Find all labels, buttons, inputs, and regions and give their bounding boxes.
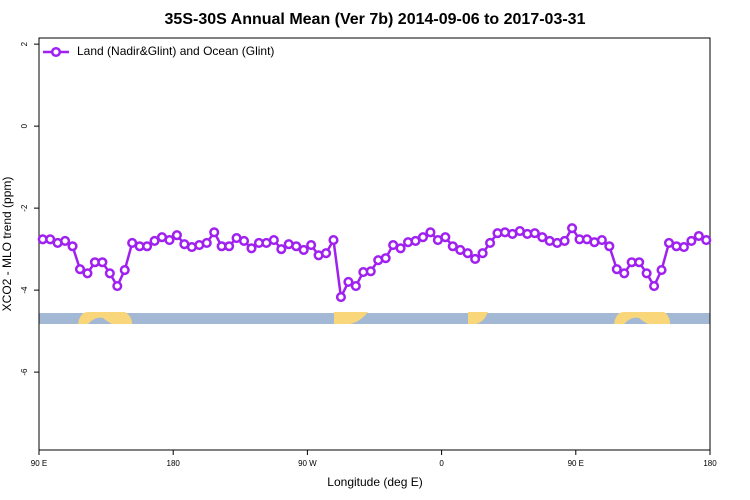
data-point xyxy=(209,227,220,238)
data-point xyxy=(246,243,257,254)
plot-frame xyxy=(38,37,711,451)
x-tick-label: 0 xyxy=(439,459,444,468)
data-point xyxy=(350,280,361,292)
data-point xyxy=(410,235,421,246)
data-point xyxy=(224,241,235,252)
data-point xyxy=(559,235,570,246)
data-point xyxy=(470,253,481,265)
data-point xyxy=(425,227,436,238)
data-point xyxy=(306,239,317,251)
x-tick-label: 180 xyxy=(167,459,181,468)
x-tick-label: 180 xyxy=(703,459,717,468)
data-point xyxy=(238,235,250,246)
y-tick-label: -6 xyxy=(20,368,29,376)
data-point xyxy=(529,228,540,239)
data-point xyxy=(119,264,130,276)
y-tick-label: 2 xyxy=(20,41,29,46)
y-tick-label: -4 xyxy=(20,286,29,294)
data-point xyxy=(201,237,212,249)
data-point xyxy=(67,241,78,252)
data-point xyxy=(104,268,115,279)
data-point xyxy=(596,235,607,246)
data-point xyxy=(656,264,667,276)
data-point xyxy=(380,253,391,264)
data-point xyxy=(619,268,630,279)
data-point xyxy=(171,230,182,241)
data-point xyxy=(60,235,71,246)
y-tick-label: -2 xyxy=(20,204,29,212)
data-point xyxy=(417,232,429,243)
data-point xyxy=(142,241,153,252)
land-ocean-strip xyxy=(39,312,710,324)
x-tick-label: 90 W xyxy=(298,459,317,468)
data-point xyxy=(537,232,548,243)
data-point xyxy=(611,264,622,275)
x-tick-label: 90 E xyxy=(31,459,47,468)
data-point xyxy=(604,241,615,252)
data-point xyxy=(634,257,645,268)
data-point xyxy=(149,235,160,246)
legend-label: Land (Nadir&Glint) and Ocean (Glint) xyxy=(77,44,274,58)
x-axis-title: Longitude (deg E) xyxy=(327,475,422,489)
data-point xyxy=(485,237,496,249)
y-axis-title: XCO2 - MLO trend (ppm) xyxy=(0,177,14,312)
data-point xyxy=(462,248,473,259)
data-point xyxy=(298,244,309,255)
data-point xyxy=(276,244,287,255)
data-point xyxy=(447,241,458,252)
x-tick-label: 90 E xyxy=(568,459,584,468)
data-point xyxy=(45,234,56,245)
data-point xyxy=(320,248,332,259)
data-point xyxy=(365,266,376,277)
data-point xyxy=(641,268,652,279)
data-point xyxy=(395,243,406,254)
data-point xyxy=(693,230,704,242)
data-point xyxy=(335,292,347,303)
data-point xyxy=(440,232,451,243)
data-point xyxy=(477,248,488,259)
data-point xyxy=(328,235,339,246)
data-point xyxy=(567,223,578,234)
data-point xyxy=(686,235,697,246)
data-point xyxy=(74,264,86,275)
data-point xyxy=(164,235,175,246)
data-point xyxy=(343,276,354,287)
data-point xyxy=(649,280,660,292)
data-point xyxy=(291,241,302,252)
y-tick-label: 0 xyxy=(20,123,29,128)
data-point xyxy=(82,268,93,279)
data-point xyxy=(678,242,689,253)
chart-title: 35S-30S Annual Mean (Ver 7b) 2014-09-06 … xyxy=(165,11,586,28)
data-point xyxy=(701,235,712,246)
data-point xyxy=(112,280,123,292)
data-point xyxy=(268,235,279,246)
legend-marker xyxy=(50,46,62,58)
data-point xyxy=(97,257,108,268)
